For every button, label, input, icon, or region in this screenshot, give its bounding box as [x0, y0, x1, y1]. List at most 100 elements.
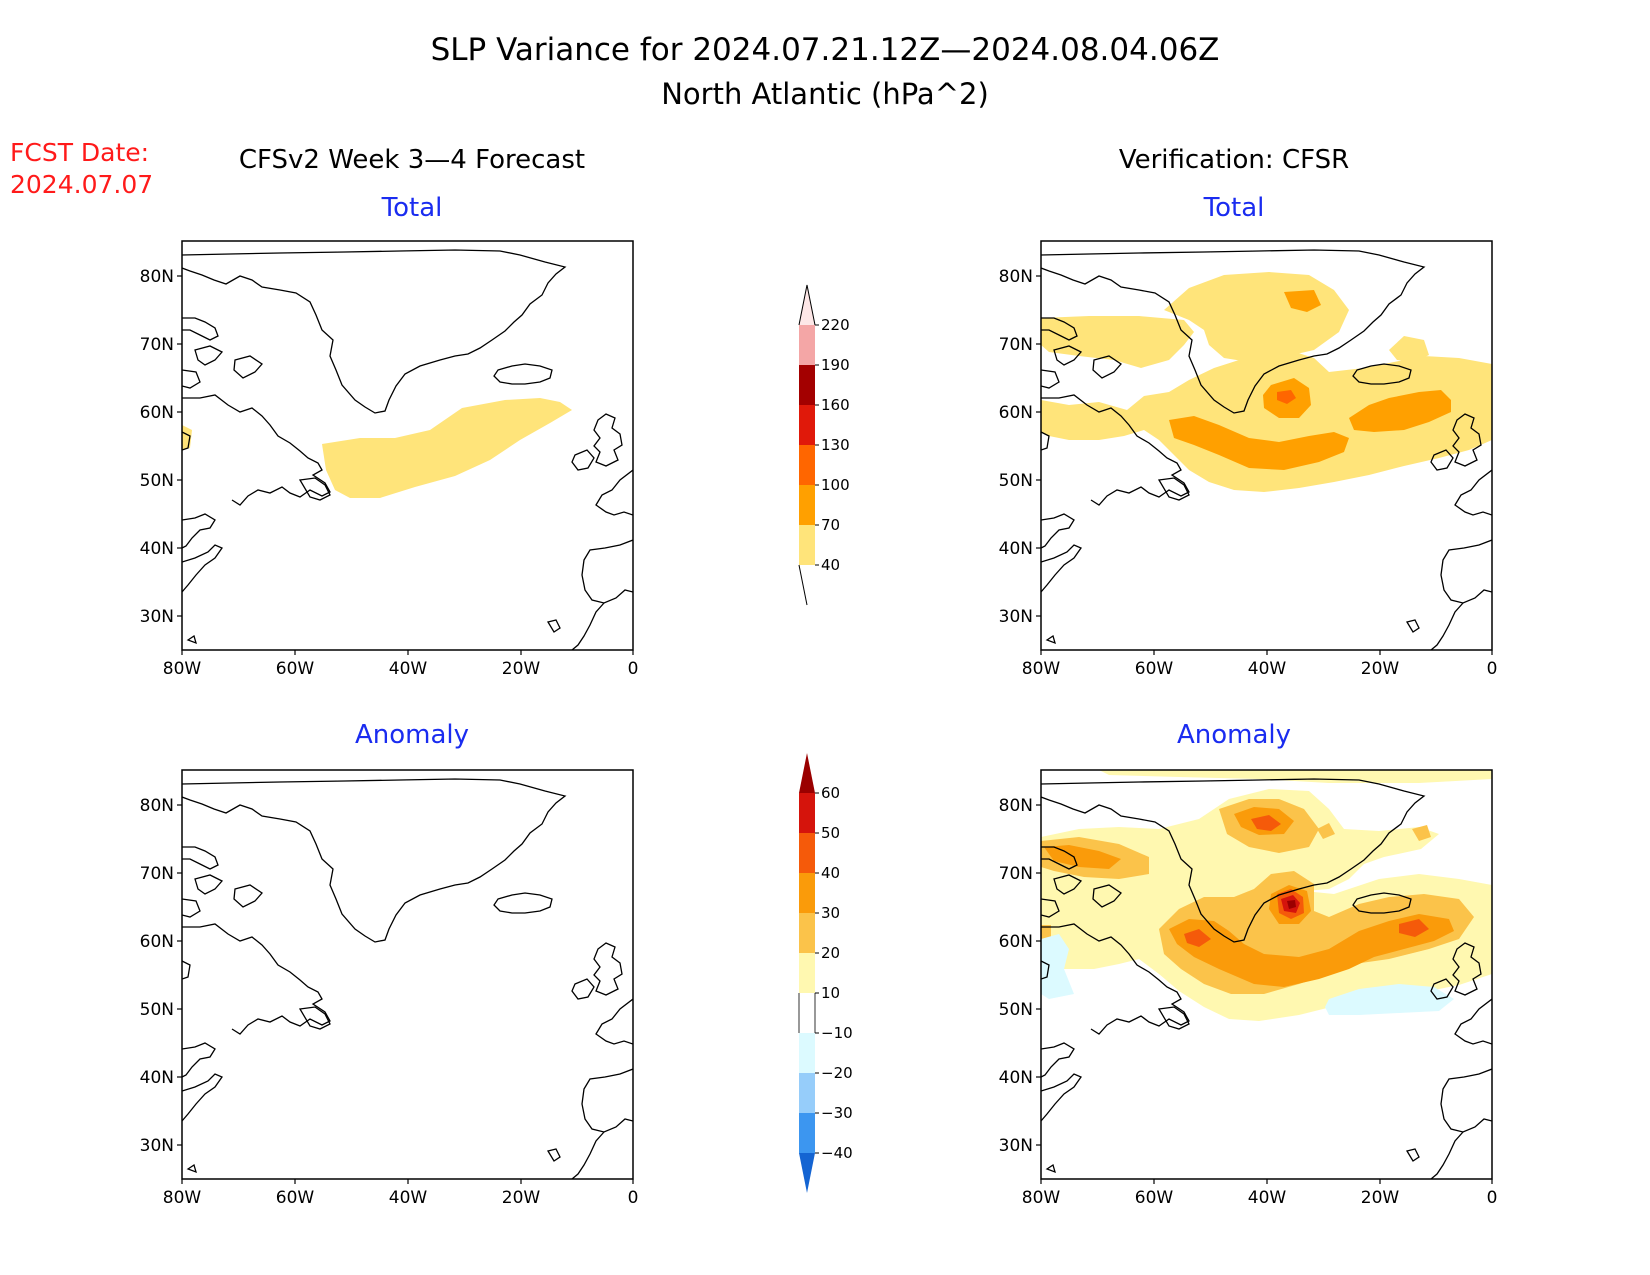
shading-neg-10-20 — [1041, 934, 1074, 999]
lat-tick-label: 30N — [140, 607, 174, 627]
map-panel-forecast-total — [181, 240, 634, 651]
colorbar-total-label: 40 — [821, 556, 840, 574]
lon-tick-label: 80W — [1022, 1188, 1061, 1208]
lat-tick-label: 30N — [140, 1136, 174, 1156]
colorbar-total-top-outline — [798, 284, 816, 326]
colorbar-total-label: 160 — [821, 396, 850, 414]
map-axes: 80N 70N 60N 50N 40N 30N 80W 60W 40W 20W 0 80N 70N 60N… — [140, 267, 1498, 1208]
lat-tick-label: 70N — [999, 335, 1033, 355]
panel-title-verification-total: Total — [1203, 193, 1265, 223]
shading-40-70 — [1389, 336, 1429, 362]
lat-tick-label: 40N — [999, 1068, 1033, 1088]
lon-tick-label: 0 — [628, 659, 639, 679]
colorbar-anomaly-label: 10 — [821, 984, 840, 1002]
lat-tick-label: 80N — [140, 267, 174, 287]
panel-title-forecast-total: Total — [381, 193, 443, 223]
lat-tick-label: 80N — [999, 267, 1033, 287]
colorbar-total-label: 130 — [821, 436, 850, 454]
colorbar-anomaly-box — [799, 953, 815, 993]
colorbar-anomaly-label: 50 — [821, 824, 840, 842]
left-column-title: CFSv2 Week 3—4 Forecast — [239, 145, 585, 175]
shading-neg-10-20 — [1325, 984, 1454, 1015]
colorbar-total-box — [799, 405, 815, 445]
colorbar-anomaly-top-triangle — [799, 753, 815, 793]
colorbar-anomaly-box — [799, 993, 815, 1033]
lon-tick-label: 0 — [1487, 659, 1498, 679]
colorbar-anomaly-white-outline — [798, 993, 816, 1033]
lat-tick-label: 40N — [999, 539, 1033, 559]
shading-70-100 — [1349, 390, 1451, 432]
lon-tick-label: 20W — [1361, 659, 1400, 679]
lon-tick-label: 40W — [389, 659, 428, 679]
colorbar-total-box — [799, 365, 815, 405]
lon-tick-label: 0 — [1487, 1188, 1498, 1208]
colorbar-anomaly-box — [799, 833, 815, 873]
shading-70-100 — [1169, 416, 1349, 470]
lon-tick-label: 80W — [1022, 659, 1061, 679]
colorbar-anomaly-bottom-triangle — [799, 1153, 815, 1193]
shading-20-30 — [1317, 823, 1335, 839]
shading-edge — [182, 425, 192, 450]
colorbar-total-box — [799, 445, 815, 485]
colorbar-total-box — [799, 485, 815, 525]
map-panel-forecast-anomaly — [181, 769, 634, 1180]
lat-tick-label: 50N — [999, 471, 1033, 491]
colorbar-total-top-triangle — [799, 285, 815, 325]
lon-tick-label: 20W — [1361, 1188, 1400, 1208]
shading-30-40 — [1169, 914, 1454, 987]
colorbar-anomaly-label: 20 — [821, 944, 840, 962]
shading-100-130 — [1277, 390, 1296, 404]
lat-tick-label: 80N — [140, 796, 174, 816]
shading-20-30 — [1412, 825, 1431, 841]
shading-70-100 — [1284, 290, 1321, 312]
colorbar-anomaly: 60 50 40 30 20 10 −10 −20 −30 −40 — [798, 753, 853, 1193]
colorbar-anomaly-label: 60 — [821, 784, 840, 802]
shading-40-50 — [1399, 919, 1429, 937]
colorbar-total-box — [799, 525, 815, 565]
colorbar-total-label: 100 — [821, 476, 850, 494]
shading-40-50 — [1184, 929, 1211, 947]
lon-tick-label: 20W — [502, 1188, 541, 1208]
colorbar-anomaly-box — [799, 913, 815, 953]
colorbar-total-box — [799, 325, 815, 365]
lat-tick-label: 50N — [140, 471, 174, 491]
colorbar-total-label: 190 — [821, 356, 850, 374]
colorbar-anomaly-label: 40 — [821, 864, 840, 882]
colorbar-anomaly-box — [799, 873, 815, 913]
colorbar-anomaly-label: −40 — [821, 1144, 853, 1162]
shading-40-70 — [1164, 272, 1349, 362]
lat-tick-label: 30N — [999, 607, 1033, 627]
colorbar-total-label: 220 — [821, 316, 850, 334]
colorbar-total: 220 190 160 130 100 70 40 — [798, 284, 850, 606]
lat-tick-label: 40N — [140, 1068, 174, 1088]
lat-tick-label: 40N — [140, 539, 174, 559]
right-column-title: Verification: CFSR — [1119, 145, 1349, 175]
map-panel-verification-total — [1040, 240, 1493, 651]
lat-tick-label: 30N — [999, 1136, 1033, 1156]
colorbar-anomaly-label: −30 — [821, 1104, 853, 1122]
colorbar-total-label: 70 — [821, 516, 840, 534]
lon-tick-label: 60W — [1135, 1188, 1174, 1208]
lat-tick-label: 70N — [999, 864, 1033, 884]
lon-tick-label: 80W — [163, 659, 202, 679]
lon-tick-label: 60W — [1135, 659, 1174, 679]
colorbar-anomaly-box — [799, 1113, 815, 1153]
lat-tick-label: 60N — [999, 932, 1033, 952]
lat-tick-label: 60N — [999, 403, 1033, 423]
fcst-date-label: FCST Date: — [10, 138, 149, 167]
colorbar-anomaly-box — [799, 1033, 815, 1073]
shading-above-60 — [1287, 900, 1296, 909]
lat-tick-label: 50N — [140, 1000, 174, 1020]
shading-40-50 — [1251, 815, 1281, 831]
lon-tick-label: 0 — [628, 1188, 639, 1208]
colorbar-anomaly-box — [799, 793, 815, 833]
shading-10-20 — [1099, 770, 1492, 783]
lon-tick-label: 40W — [1248, 1188, 1287, 1208]
lat-tick-label: 60N — [140, 403, 174, 423]
colorbar-total-bottom-outline — [798, 564, 808, 606]
lon-tick-label: 60W — [276, 659, 315, 679]
panel-title-forecast-anomaly: Anomaly — [355, 720, 469, 750]
lon-tick-label: 40W — [1248, 659, 1287, 679]
shading-40-70 — [1041, 350, 1492, 492]
